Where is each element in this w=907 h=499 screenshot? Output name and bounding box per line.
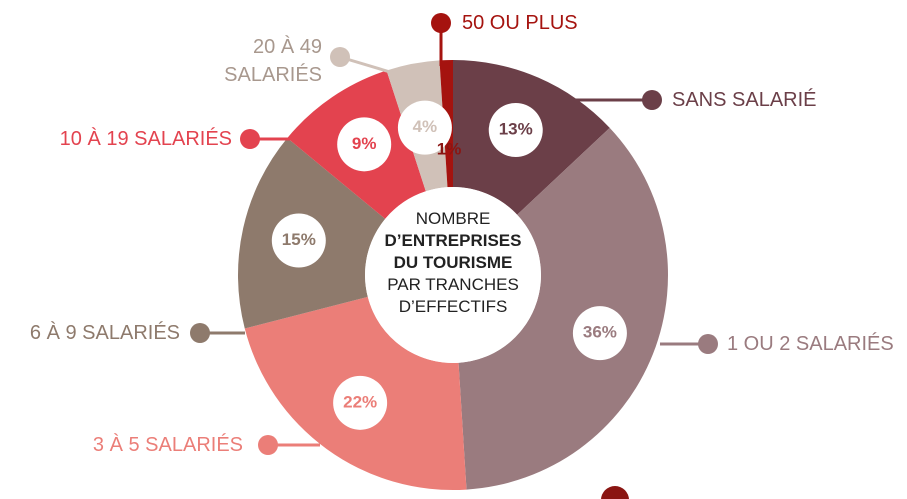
- category-label: 50 OU PLUS: [462, 12, 578, 34]
- leader-dot: [698, 334, 718, 354]
- label-bubble: [271, 213, 326, 268]
- label-bubble: [333, 375, 388, 430]
- label-bubble: [397, 100, 452, 155]
- center-line: DU TOURISME: [393, 253, 513, 272]
- category-label: SANS SALARIÉ: [672, 89, 817, 111]
- category-label: 3 À 5 SALARIÉS: [92, 434, 243, 456]
- data-label: 15%: [282, 230, 316, 249]
- category-label: 20 À 49 SALARIÉS: [224, 36, 322, 86]
- leader-dot: [258, 435, 278, 455]
- label-bubble: [488, 102, 543, 157]
- label-bubble: [337, 117, 392, 172]
- category-label: 1 OU 2 SALARIÉS: [727, 333, 894, 355]
- data-label: 9%: [352, 134, 377, 153]
- data-label: 22%: [343, 392, 377, 411]
- leader-dot: [190, 323, 210, 343]
- data-label: 4%: [413, 117, 438, 136]
- leader-dot: [431, 13, 451, 33]
- decoration: [601, 486, 629, 499]
- center-line: D’ENTREPRISES: [384, 231, 522, 250]
- category-label: 10 À 19 SALARIÉS: [59, 128, 232, 150]
- leader-dot: [330, 47, 350, 67]
- data-label: 1%: [437, 140, 462, 159]
- donut-segment: [458, 127, 668, 490]
- category-label: 6 À 9 SALARIÉS: [29, 322, 180, 344]
- data-label: 36%: [583, 323, 617, 342]
- center-circle: [365, 187, 541, 363]
- center-title: NOMBRE D’ENTREPRISES DU TOURISME PAR TRANCH…: [373, 208, 533, 318]
- leader-line: [339, 55, 401, 77]
- center-line: D’EFFECTIFS: [398, 297, 508, 316]
- center-line: PAR TRANCHES: [387, 275, 519, 294]
- label-bubble: [572, 306, 627, 361]
- center-line: NOMBRE: [415, 209, 491, 228]
- leader-dot: [240, 129, 260, 149]
- leader-dot: [642, 90, 662, 110]
- data-label: 13%: [499, 119, 533, 138]
